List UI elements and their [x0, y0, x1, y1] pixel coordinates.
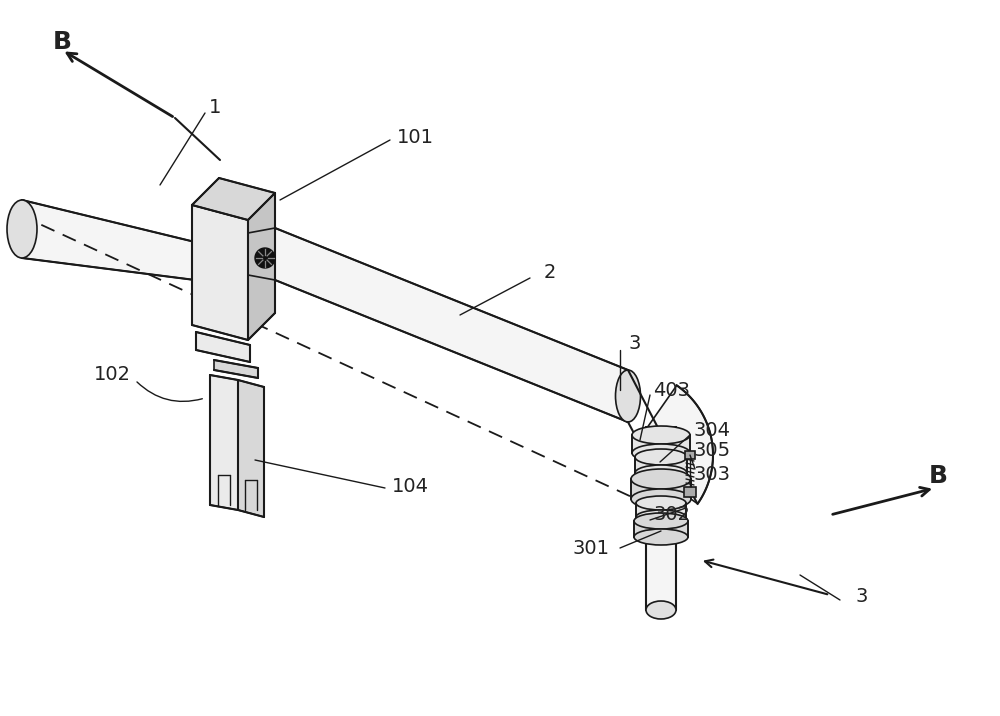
Text: 2: 2	[544, 263, 556, 281]
Ellipse shape	[631, 469, 691, 489]
Text: B: B	[53, 30, 72, 54]
Text: 102: 102	[94, 364, 131, 384]
Polygon shape	[684, 487, 696, 497]
Polygon shape	[636, 503, 686, 517]
Text: B: B	[928, 464, 948, 488]
Ellipse shape	[631, 489, 691, 509]
Polygon shape	[647, 385, 713, 504]
Text: 403: 403	[654, 380, 690, 400]
Polygon shape	[275, 228, 628, 422]
Ellipse shape	[616, 370, 640, 422]
Text: 305: 305	[693, 440, 731, 460]
Circle shape	[255, 248, 275, 268]
Polygon shape	[192, 205, 248, 340]
Polygon shape	[238, 380, 264, 517]
Text: 104: 104	[392, 478, 429, 496]
Text: 303: 303	[694, 465, 730, 485]
Polygon shape	[210, 375, 238, 510]
Polygon shape	[631, 479, 691, 499]
Polygon shape	[214, 360, 258, 378]
Ellipse shape	[646, 601, 676, 619]
Ellipse shape	[635, 465, 687, 481]
Text: 1: 1	[209, 97, 221, 117]
Text: 3: 3	[629, 334, 641, 352]
Ellipse shape	[632, 426, 690, 444]
Text: 3: 3	[856, 586, 868, 606]
Ellipse shape	[632, 444, 690, 462]
Polygon shape	[685, 451, 695, 459]
Text: 302: 302	[654, 505, 690, 525]
Polygon shape	[192, 178, 275, 220]
Polygon shape	[635, 457, 687, 473]
Ellipse shape	[7, 200, 37, 258]
Text: 101: 101	[397, 127, 434, 147]
Polygon shape	[22, 200, 195, 280]
Ellipse shape	[636, 496, 686, 510]
Polygon shape	[634, 521, 688, 537]
Polygon shape	[196, 332, 250, 362]
Polygon shape	[646, 427, 676, 610]
Text: 301: 301	[573, 538, 610, 558]
Ellipse shape	[634, 529, 688, 545]
Text: 304: 304	[694, 420, 730, 440]
Ellipse shape	[636, 510, 686, 524]
Ellipse shape	[634, 513, 688, 529]
Polygon shape	[632, 435, 690, 453]
Polygon shape	[248, 193, 275, 340]
Ellipse shape	[635, 449, 687, 465]
